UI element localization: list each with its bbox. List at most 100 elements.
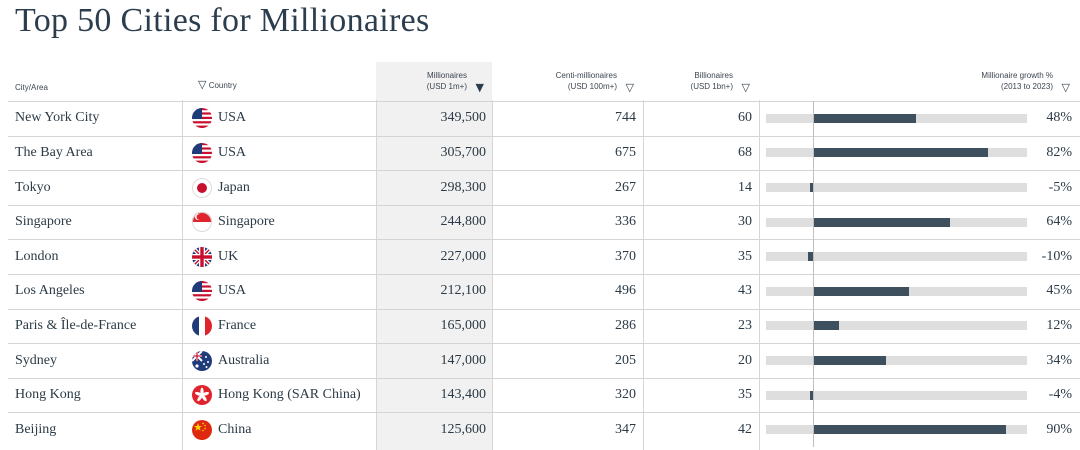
australia-flag-icon [192,350,212,371]
country-name: USA [218,110,247,126]
hong-kong-flag-icon [192,385,212,406]
zero-baseline [813,101,814,136]
filter-triangle-icon[interactable]: ▽ [198,78,207,91]
millionaires-value: 227,000 [440,248,487,264]
centi-millionaires-value: 286 [615,317,636,333]
column-divider [759,100,760,450]
sort-triangle-icon[interactable]: ▽ [1061,81,1070,94]
centi-millionaires-value: 370 [615,248,636,264]
billionaires-value: 43 [738,283,752,299]
billionaires-value: 35 [738,387,752,403]
growth-value-label: -4% [1048,387,1072,403]
row-divider [8,412,1080,414]
header-centi-line2: (USD 100m+) [567,82,617,91]
growth-bar [813,321,839,331]
header-billionaires[interactable]: Billionaires (USD 1bn+) ▽ [680,70,752,94]
usa-flag-icon [192,142,212,163]
country-name: Hong Kong (SAR China) [218,387,361,403]
usa-flag-icon [192,108,212,129]
header-growth-line2: (2013 to 2023) [1000,82,1053,91]
growth-bar [813,356,886,365]
column-divider [182,100,183,450]
billionaires-value: 60 [738,110,752,126]
growth-bar [813,217,950,227]
millionaires-value: 244,800 [440,214,487,230]
growth-bar-track [766,252,1027,262]
zero-baseline [813,135,814,171]
country-name: France [218,317,257,333]
header-centi[interactable]: Centi-millionaires (USD 100m+) ▽ [540,70,636,94]
growth-bar [813,148,989,158]
header-millionaires-line2: (USD 1m+) [426,82,467,91]
billionaires-value: 68 [738,144,752,160]
growth-bar-track [766,356,1027,365]
header-country[interactable]: ▽ Country [198,79,237,91]
header-centi-line1: Centi-millionaires [555,71,617,80]
row-divider [8,170,1080,172]
country-name: Japan [218,179,250,195]
row-divider [8,343,1080,345]
header-millionaires[interactable]: Millionaires (USD 1m+) ▼ [400,70,486,94]
country-name: China [218,421,252,437]
row-divider [8,101,1080,102]
growth-bar [813,113,916,123]
growth-value-label: 48% [1046,110,1072,126]
growth-value-label: 82% [1046,144,1072,160]
france-flag-icon [192,315,212,336]
growth-value-label: 34% [1046,352,1072,368]
header-growth[interactable]: Millionaire growth % (2013 to 2023) ▽ [940,70,1072,94]
japan-flag-icon [192,177,212,198]
billionaires-value: 42 [738,421,752,437]
growth-value-label: -5% [1048,179,1072,195]
city-name: Hong Kong [15,387,81,403]
growth-bar-track [766,390,1027,400]
header-city[interactable]: City/Area [15,83,48,92]
row-divider [8,274,1080,275]
country-name: USA [218,283,247,299]
usa-flag-icon [192,281,212,302]
row-divider [8,135,1080,137]
page-title: Top 50 Cities for Millionaires [15,2,430,39]
millionaires-value: 305,700 [440,144,487,160]
billionaires-value: 20 [738,352,752,368]
centi-millionaires-value: 675 [615,144,636,160]
centi-millionaires-value: 205 [615,352,636,368]
centi-millionaires-value: 744 [615,110,636,126]
billionaires-value: 14 [738,179,752,195]
country-name: Singapore [218,214,275,230]
sort-triangle-icon[interactable]: ▽ [741,81,750,94]
centi-millionaires-value: 496 [615,283,636,299]
country-name: USA [218,144,247,160]
row-divider [8,239,1080,241]
city-name: The Bay Area [15,144,93,160]
column-divider [492,100,493,450]
growth-bar [813,425,1006,435]
zero-baseline [813,170,814,205]
growth-bar [810,183,813,192]
china-flag-icon [192,419,212,440]
country-name: Australia [218,352,270,368]
sort-triangle-icon[interactable]: ▽ [625,81,634,94]
header-growth-line1: Millionaire growth % [981,71,1053,80]
row-divider [8,377,1080,379]
millionaires-value: 298,300 [440,179,487,195]
zero-baseline [813,377,814,413]
city-name: Paris & Île-de-France [15,317,137,333]
city-name: Sydney [15,352,57,368]
sort-descending-icon[interactable]: ▼ [475,81,484,94]
city-name: London [15,248,59,264]
city-name: New York City [15,110,100,126]
millionaires-value: 349,500 [440,110,487,126]
millionaires-value: 125,600 [440,421,487,437]
billionaires-value: 35 [738,248,752,264]
zero-baseline [813,274,814,309]
millionaires-value: 147,000 [440,352,487,368]
header-billionaires-line2: (USD 1bn+) [690,82,733,91]
zero-baseline [813,412,814,447]
column-divider [643,100,644,450]
zero-baseline [813,343,814,378]
zero-baseline [813,204,814,240]
city-name: Beijing [15,421,57,437]
millionaires-value: 143,400 [440,387,487,403]
growth-bar [810,390,813,400]
